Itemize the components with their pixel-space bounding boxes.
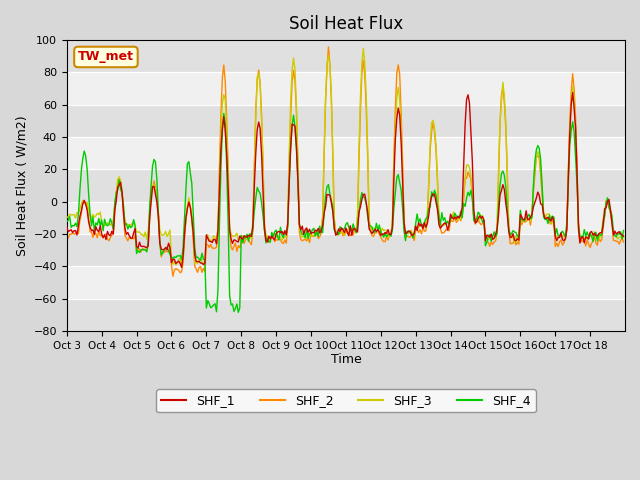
SHF_1 (99, 235, 107, 240)
X-axis label: Time: Time (330, 353, 361, 366)
SHF_1 (461, 122, 469, 128)
SHF_3 (99, 222, 107, 228)
SHF_4 (82, 153, 90, 159)
SHF_2 (169, 274, 177, 279)
SHF_4 (63, 219, 70, 225)
SHF_1 (82, 202, 90, 207)
SHF_3 (351, 226, 358, 232)
SHF_4 (99, 228, 107, 234)
SHF_2 (618, 235, 626, 241)
SHF_2 (99, 235, 107, 241)
SHF_2 (463, 176, 470, 181)
Bar (67, 169, 625, 202)
Line: SHF_1: SHF_1 (67, 93, 623, 267)
Bar (67, 299, 625, 331)
SHF_1 (63, 224, 70, 229)
SHF_4 (352, 229, 360, 235)
SHF_3 (618, 234, 626, 240)
SHF_2 (63, 239, 70, 244)
SHF_1 (618, 232, 626, 238)
SHF_4 (220, 110, 228, 116)
Bar (67, 105, 625, 137)
SHF_1 (544, 215, 552, 220)
SHF_1 (178, 264, 186, 270)
SHF_3 (360, 46, 367, 51)
SHF_4 (545, 212, 553, 218)
SHF_1 (620, 233, 627, 239)
SHF_3 (545, 211, 553, 217)
SHF_3 (82, 202, 90, 207)
SHF_2 (324, 44, 332, 50)
SHF_1 (569, 90, 577, 96)
SHF_4 (234, 310, 242, 315)
SHF_4 (620, 228, 627, 233)
SHF_3 (63, 214, 70, 220)
Line: SHF_3: SHF_3 (67, 48, 623, 267)
SHF_3 (463, 162, 470, 168)
Legend: SHF_1, SHF_2, SHF_3, SHF_4: SHF_1, SHF_2, SHF_3, SHF_4 (156, 389, 536, 412)
SHF_2 (82, 200, 90, 205)
Line: SHF_2: SHF_2 (67, 47, 623, 276)
Line: SHF_4: SHF_4 (67, 113, 623, 312)
Y-axis label: Soil Heat Flux ( W/m2): Soil Heat Flux ( W/m2) (15, 115, 28, 256)
SHF_4 (618, 236, 626, 242)
SHF_1 (351, 226, 358, 231)
SHF_3 (620, 235, 627, 240)
SHF_2 (352, 229, 360, 235)
Bar (67, 40, 625, 72)
SHF_3 (178, 264, 186, 270)
SHF_4 (463, 195, 470, 201)
SHF_2 (620, 239, 627, 245)
Bar (67, 234, 625, 266)
SHF_2 (545, 219, 553, 225)
Title: Soil Heat Flux: Soil Heat Flux (289, 15, 403, 33)
Text: TW_met: TW_met (78, 50, 134, 63)
